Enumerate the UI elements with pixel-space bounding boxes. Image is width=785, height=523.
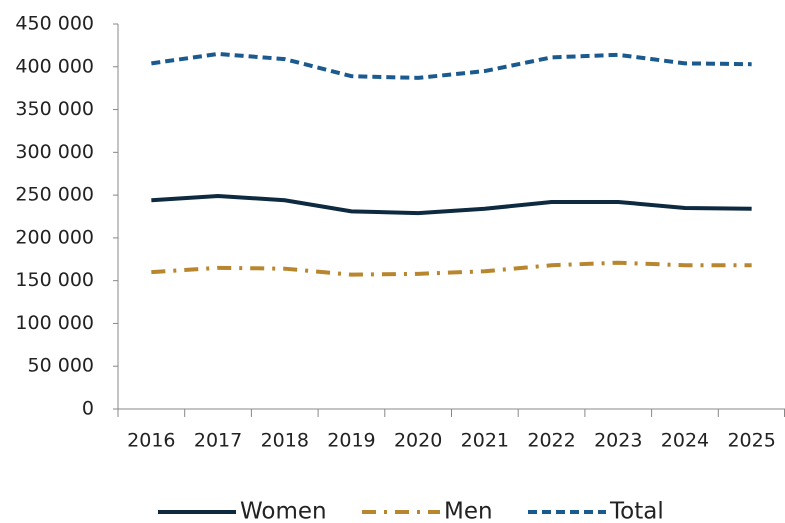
series-line — [151, 260, 752, 277]
x-tick-label: 2020 — [394, 430, 442, 452]
legend-label: Men — [444, 499, 493, 523]
x-tick-label: 2021 — [461, 430, 509, 452]
y-tick-label: 100 000 — [15, 312, 94, 334]
x-tick-label: 2019 — [327, 430, 375, 452]
x-tick-label: 2025 — [727, 430, 775, 452]
series-line — [151, 51, 752, 80]
x-tick-label: 2022 — [527, 430, 575, 452]
x-tick-label: 2024 — [661, 430, 709, 452]
y-tick-label: 200 000 — [15, 226, 94, 248]
x-tick-label: 2023 — [594, 430, 642, 452]
y-tick-label: 0 — [82, 398, 94, 420]
series-line — [151, 193, 752, 216]
y-tick-label: 50 000 — [28, 355, 94, 377]
legend-label: Total — [609, 499, 664, 523]
y-tick-label: 350 000 — [15, 98, 94, 120]
y-tick-label: 400 000 — [15, 55, 94, 77]
x-tick-label: 2017 — [194, 430, 242, 452]
legend-label: Women — [240, 499, 327, 523]
x-tick-label: 2016 — [127, 430, 175, 452]
y-tick-label: 250 000 — [15, 184, 94, 206]
y-tick-label: 150 000 — [15, 269, 94, 291]
y-tick-label: 300 000 — [15, 141, 94, 163]
x-tick-label: 2018 — [261, 430, 309, 452]
y-tick-label: 450 000 — [15, 13, 94, 35]
